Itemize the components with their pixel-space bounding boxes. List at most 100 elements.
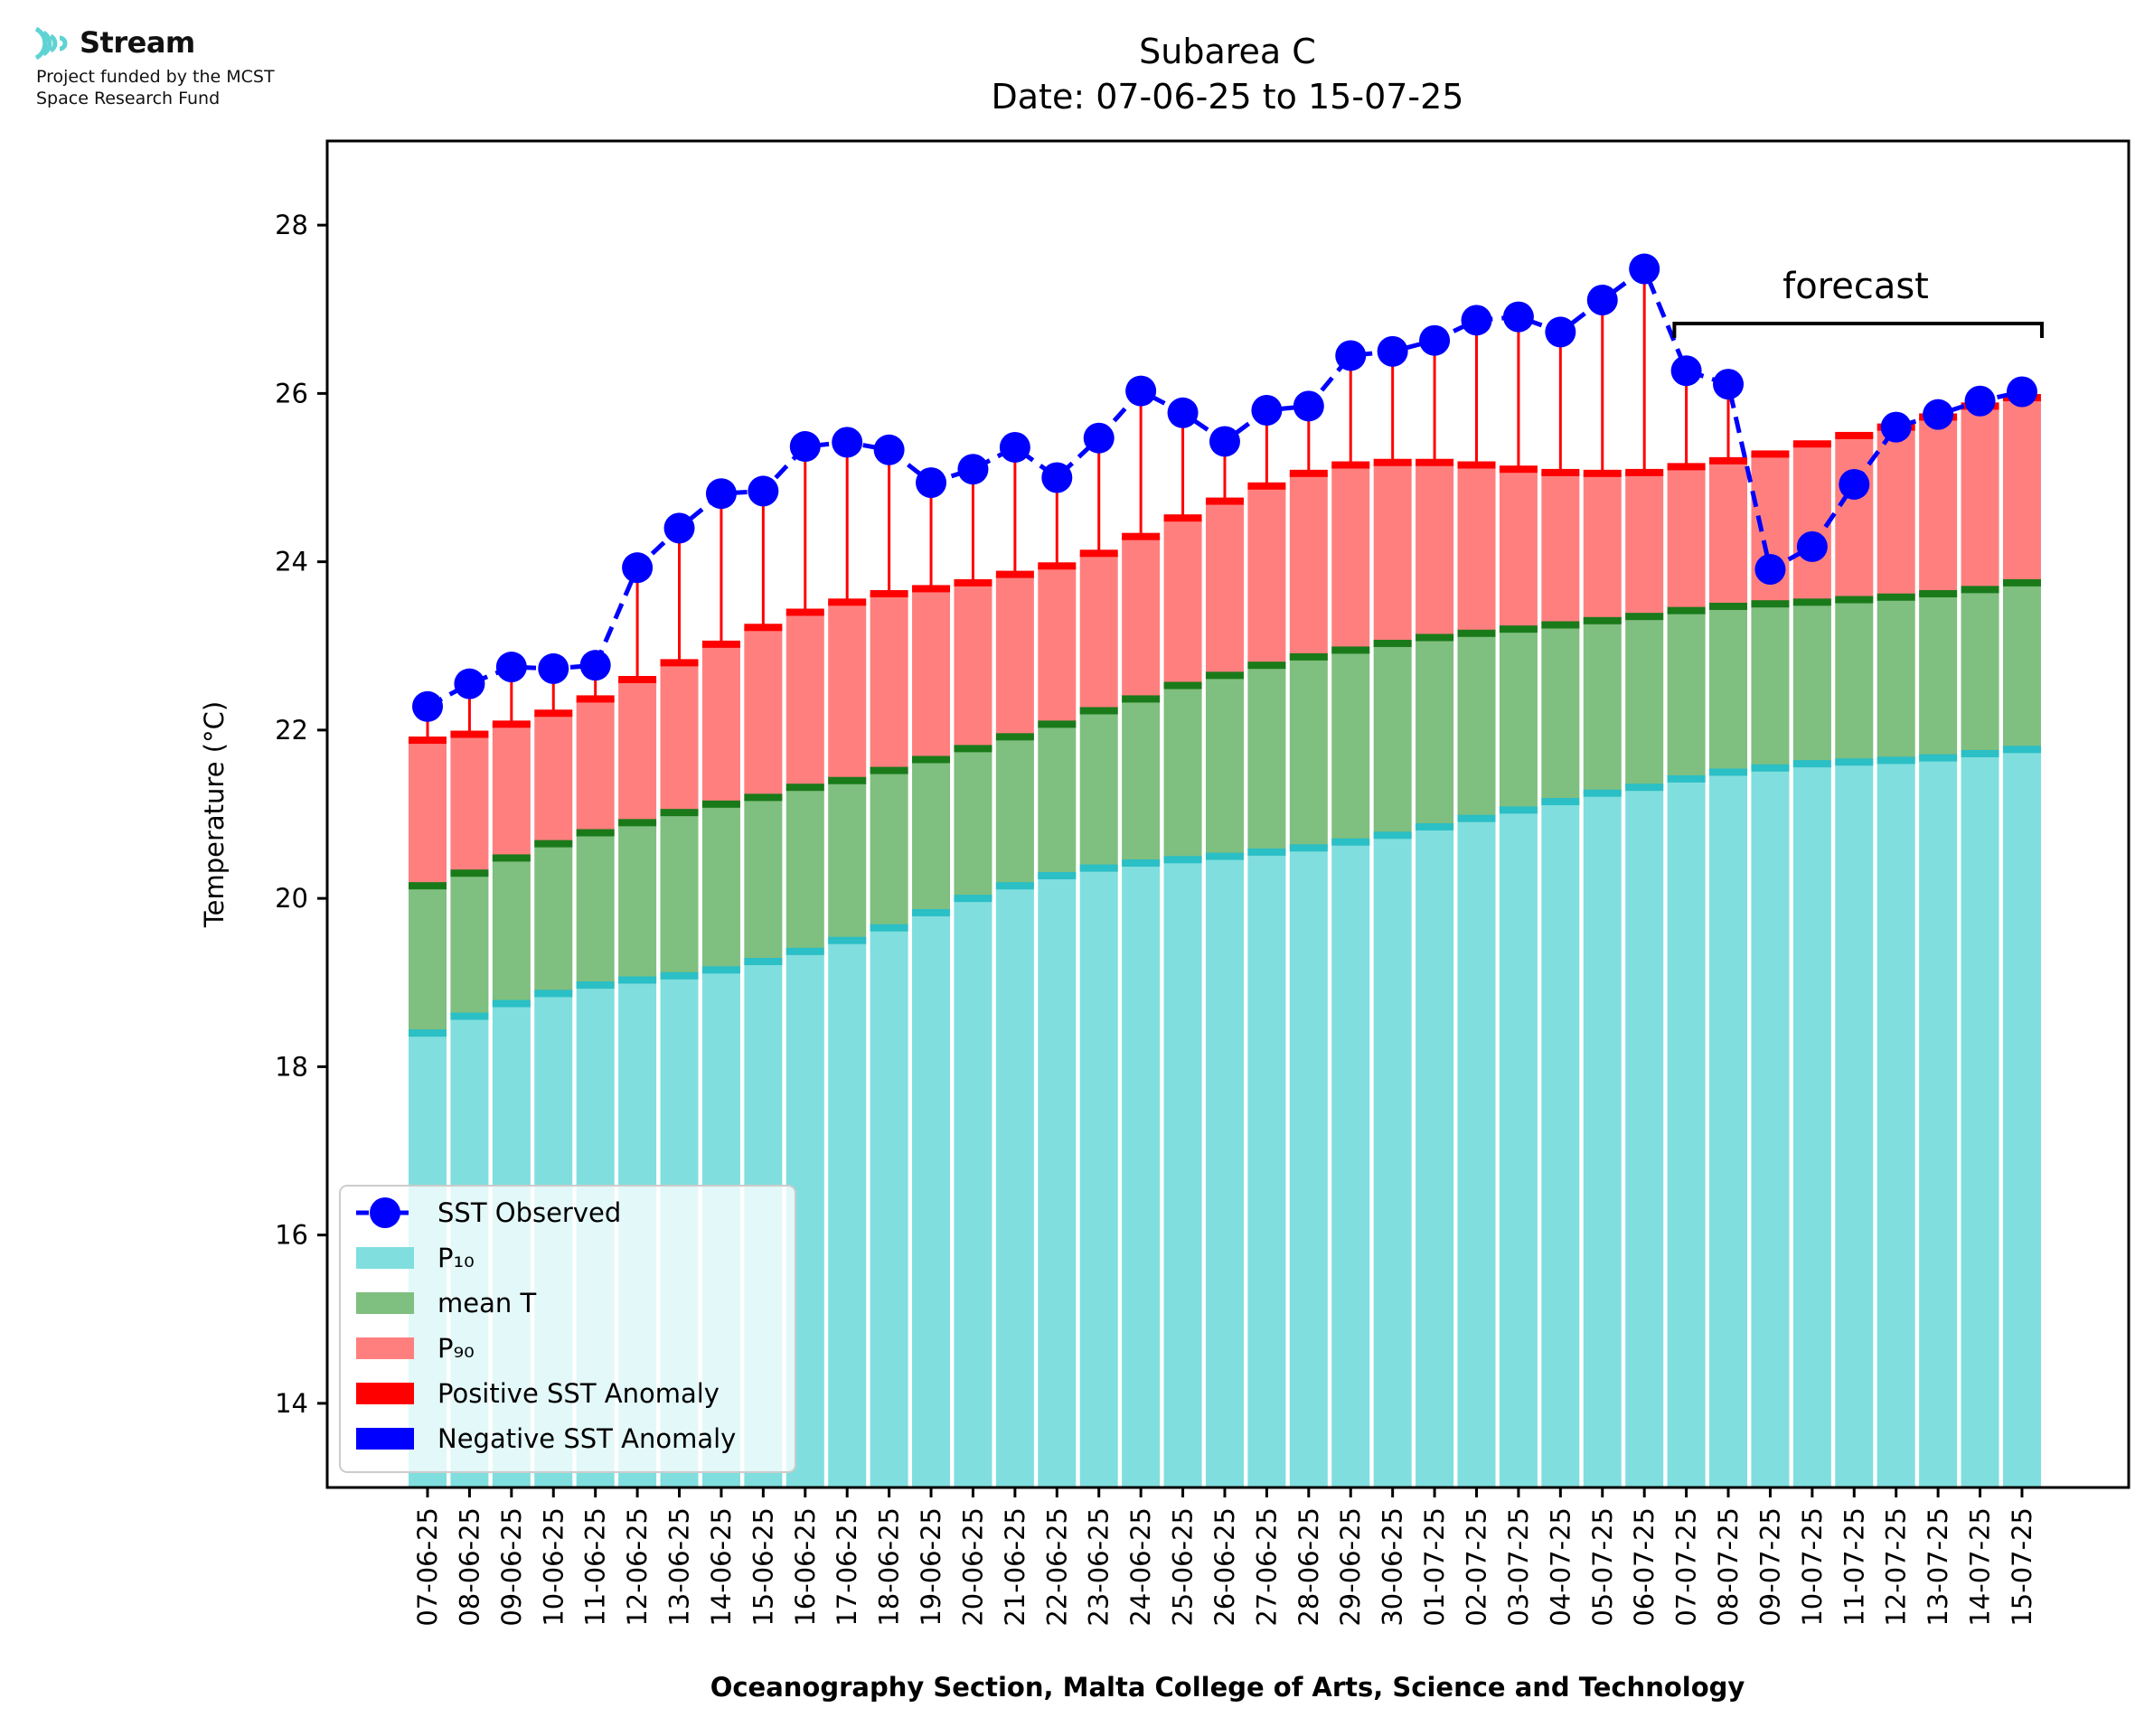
bar-p10: [1541, 802, 1580, 1487]
bar-mean: [534, 843, 573, 994]
bar-p10-cap: [870, 924, 908, 932]
bar-mean-cap: [576, 829, 615, 837]
bar-p90: [1163, 518, 1202, 686]
bar-mean: [1079, 710, 1118, 868]
bar-p10: [1205, 856, 1244, 1487]
bar-p10-cap: [1457, 814, 1496, 822]
bar-mean: [576, 832, 615, 986]
legend-sst-marker: [370, 1197, 400, 1228]
bar-p10: [1373, 835, 1412, 1487]
sst-observed-point: [579, 650, 611, 681]
bar-mean: [744, 797, 783, 962]
bar-mean: [1709, 605, 1748, 773]
bar-mean-cap: [701, 800, 740, 808]
bar-mean-cap: [1079, 707, 1118, 715]
x-tick-label: 19-06-25: [916, 1507, 946, 1627]
bar-p10-cap: [1919, 754, 1958, 762]
sst-observed-point: [1377, 335, 1408, 367]
bar-p10: [2002, 749, 2041, 1487]
sst-observed-point: [1419, 324, 1451, 356]
bar-p10-cap: [1625, 784, 1664, 792]
bar-mean-cap: [954, 745, 992, 753]
x-tick-label: 15-07-25: [2007, 1507, 2037, 1627]
x-tick-label: 01-07-25: [1419, 1507, 1450, 1627]
bar-mean-cap: [1751, 600, 1790, 608]
bar-p10-cap: [1205, 852, 1244, 860]
legend-label: P₉₀: [437, 1333, 475, 1364]
sst-observed-point: [1209, 426, 1240, 457]
x-tick-label: 08-06-25: [454, 1507, 484, 1627]
y-tick-label: 18: [275, 1051, 308, 1082]
sst-observed-point: [412, 690, 443, 722]
bar-mean-cap: [744, 793, 783, 802]
bar-p10: [1289, 848, 1328, 1487]
x-tick-label: 12-06-25: [622, 1507, 653, 1627]
x-tick-label: 20-06-25: [957, 1507, 988, 1627]
forecast-bracket: forecast: [1672, 266, 2044, 338]
legend-label: SST Observed: [437, 1197, 621, 1228]
x-tick-label: 11-06-25: [580, 1507, 611, 1627]
bar-mean-cap: [1373, 639, 1412, 647]
bar-p10-cap: [1373, 831, 1412, 840]
bar-p10: [1079, 868, 1118, 1487]
bar-p90: [492, 724, 531, 859]
sst-observed-point: [916, 467, 947, 499]
sst-observed-point: [1629, 253, 1660, 285]
bar-p10: [1122, 863, 1161, 1487]
bar-p10-cap: [1079, 864, 1118, 872]
bar-p10-cap: [744, 957, 783, 965]
bar-p10-cap: [450, 1012, 489, 1020]
bar-mean: [1792, 602, 1831, 765]
bar-mean: [1541, 624, 1580, 802]
x-tick-label: 13-06-25: [664, 1507, 695, 1627]
y-tick-label: 22: [275, 715, 308, 746]
sst-observed-point: [999, 431, 1030, 463]
bar-mean: [492, 858, 531, 1004]
x-tick-label: 07-07-25: [1671, 1507, 1702, 1627]
bar-mean: [1038, 724, 1077, 876]
bar-mean-cap: [1667, 606, 1706, 615]
bar-p10-cap: [995, 882, 1034, 890]
legend-box: [339, 1185, 796, 1473]
bar-mean: [1919, 594, 1958, 758]
bar-p10-cap: [1877, 756, 1915, 765]
bar-p10: [1247, 851, 1286, 1487]
bar-p10: [828, 940, 867, 1487]
legend-label: P₁₀: [437, 1243, 475, 1273]
x-tick-label: 30-06-25: [1378, 1507, 1408, 1627]
bar-mean: [450, 873, 489, 1017]
sst-observed-point: [1251, 395, 1283, 426]
bar-p90: [1331, 464, 1370, 651]
sst-observed-point: [1335, 340, 1367, 371]
bar-p10: [1919, 757, 1958, 1487]
sst-observed-point: [1754, 554, 1786, 586]
bar-p10-cap: [1792, 760, 1831, 768]
bar-mean: [1583, 620, 1622, 793]
x-tick-label: 07-06-25: [412, 1507, 443, 1627]
sst-observed-point: [1670, 355, 1702, 387]
bar-mean-cap: [660, 809, 699, 817]
bar-p90: [1373, 462, 1412, 643]
bar-mean: [1625, 616, 1664, 788]
bar-mean-cap: [1331, 646, 1370, 654]
bar-mean: [409, 886, 447, 1034]
x-tick-label: 03-07-25: [1503, 1507, 1534, 1627]
bar-p10-cap: [660, 971, 699, 980]
bar-p10: [1792, 764, 1831, 1487]
bar-p10: [1457, 818, 1496, 1487]
sst-observed-point: [495, 652, 527, 683]
bar-p10-cap: [1247, 848, 1286, 856]
x-tick-label: 18-06-25: [874, 1507, 905, 1627]
bar-mean-cap: [870, 766, 908, 774]
bar-p10-cap: [1709, 768, 1748, 776]
bar-mean-cap: [1038, 720, 1077, 728]
x-tick-label: 14-07-25: [1965, 1507, 1996, 1627]
x-tick-label: 10-07-25: [1797, 1507, 1828, 1627]
legend-swatch: [356, 1428, 414, 1450]
sst-observed-point: [705, 478, 737, 510]
bar-p10-cap: [1541, 798, 1580, 806]
bar-p10-cap: [828, 936, 867, 944]
chart-title-line1: Subarea C: [1139, 32, 1316, 71]
sst-observed-point: [1796, 530, 1828, 562]
bar-p10-cap: [576, 981, 615, 990]
